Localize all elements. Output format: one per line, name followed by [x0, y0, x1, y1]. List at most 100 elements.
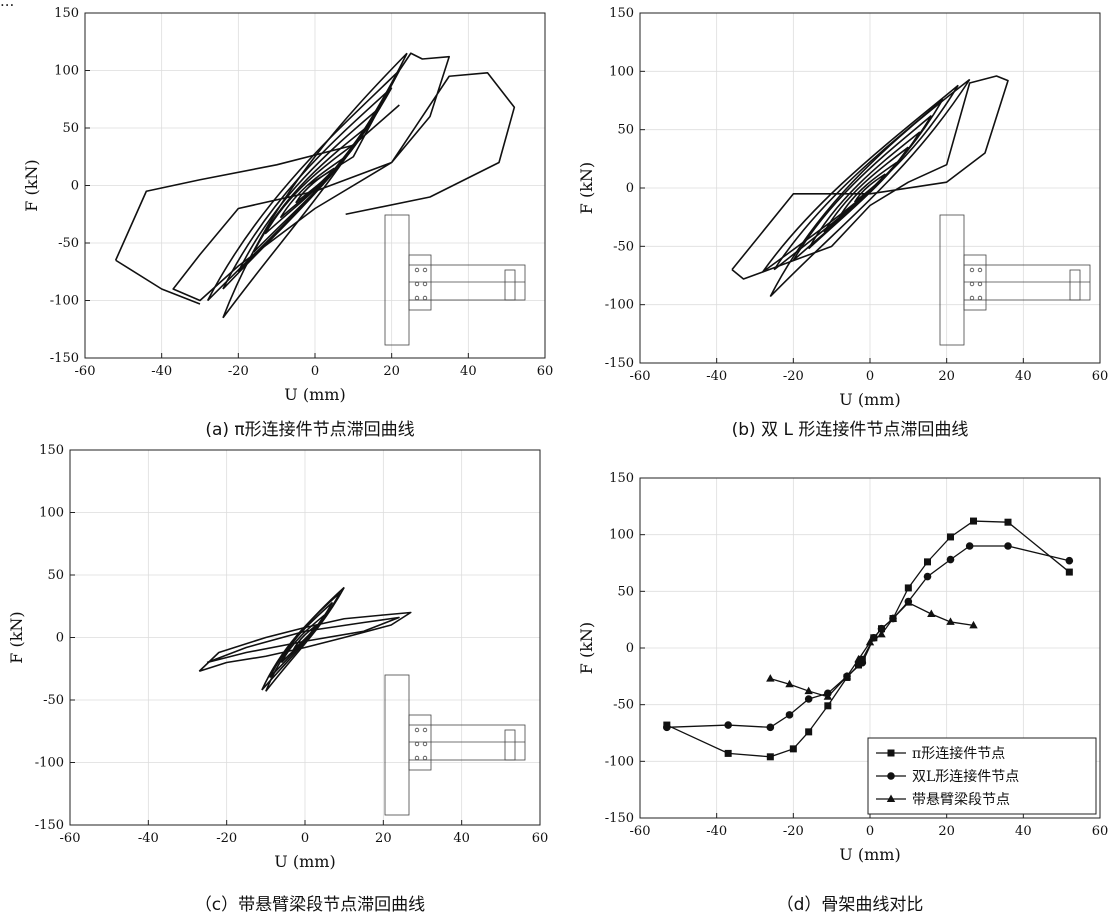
- y-tick-label-d: 100: [609, 528, 634, 543]
- connection-inset-drawing-c: [414, 727, 420, 733]
- caption-b: (b) 双 L 形连接件节点滞回曲线: [731, 420, 969, 440]
- data-point-series-0: [1065, 568, 1073, 576]
- connection-inset-drawing-c: [408, 714, 432, 771]
- connection-inset-drawing-b: [969, 295, 975, 301]
- legend-label-0: π形连接件节点: [912, 745, 1005, 762]
- hysteresis-curve-a: [114, 104, 400, 261]
- connection-inset-drawing-c: [384, 674, 410, 816]
- data-point-series-0: [924, 558, 931, 566]
- x-tick-label-c: 0: [301, 831, 309, 846]
- connection-inset-drawing-a: [414, 281, 420, 287]
- y-axis-label-c: F (kN): [7, 611, 26, 663]
- data-point-series-2: [904, 598, 913, 606]
- connection-inset-drawing-b: [977, 281, 983, 287]
- connection-inset-drawing-c: [414, 755, 420, 761]
- legend-label-2: 带悬臂梁段节点: [912, 792, 1010, 808]
- data-point-series-0: [947, 533, 954, 541]
- caption-c: （c）带悬臂梁段节点滞回曲线: [194, 895, 426, 915]
- hysteresis-loop-a: [252, 125, 370, 253]
- data-point-series-2: [969, 620, 978, 629]
- x-axis-label-a: U (mm): [284, 385, 345, 404]
- connection-inset-drawing-a: [422, 281, 428, 287]
- data-point-series-2: [888, 614, 898, 622]
- data-point-series-1: [965, 542, 974, 550]
- connection-inset-drawing-a: [384, 214, 410, 346]
- x-tick-label-a: 60: [537, 364, 554, 379]
- top-fragment-text: ...: [0, 0, 15, 10]
- x-tick-label-c: -40: [138, 831, 159, 846]
- data-point-series-0: [824, 702, 832, 710]
- x-tick-label-a: 40: [460, 364, 477, 379]
- y-tick-label-a: -100: [50, 294, 79, 309]
- data-point-series-0: [904, 584, 912, 592]
- data-point-series-1: [1004, 542, 1012, 550]
- data-point-series-0: [855, 661, 862, 669]
- hysteresis-curve-a: [115, 259, 201, 305]
- hysteresis-loop-b: [769, 78, 971, 298]
- y-tick-label-a: -150: [50, 351, 79, 366]
- y-tick-label-a: 0: [71, 179, 79, 194]
- series-line-2: [770, 601, 974, 698]
- y-tick-label-d: -100: [605, 754, 634, 769]
- x-tick-label-a: 20: [383, 364, 400, 379]
- connection-inset-drawing-b: [963, 254, 987, 311]
- data-point-series-2: [823, 692, 833, 700]
- connection-inset-drawing-a: [408, 254, 432, 311]
- y-tick-label-d: 50: [617, 584, 634, 599]
- y-tick-label-a: 100: [54, 64, 79, 79]
- y-tick-label-a: 50: [62, 121, 79, 136]
- hysteresis-loop-b: [773, 98, 944, 271]
- legend-marker-0: [887, 749, 895, 757]
- x-tick-label-d: -40: [706, 824, 727, 839]
- y-tick-label-c: 0: [56, 631, 64, 646]
- y-tick-label-b: -100: [605, 298, 634, 313]
- x-tick-label-a: 0: [311, 364, 319, 379]
- x-tick-label-b: -20: [783, 369, 804, 384]
- data-point-series-1: [1065, 556, 1074, 565]
- x-axis-label-b: U (mm): [839, 390, 900, 409]
- x-axis-label-d: U (mm): [839, 845, 900, 864]
- data-point-series-0: [1004, 518, 1012, 526]
- x-tick-label-c: 60: [532, 831, 549, 846]
- data-point-series-2: [785, 679, 794, 688]
- y-tick-label-b: -50: [613, 239, 634, 254]
- data-point-series-2: [946, 617, 955, 625]
- legend-label-1: 双L形连接件节点: [912, 768, 1019, 785]
- data-point-series-1: [663, 723, 671, 732]
- connection-inset-drawing-c: [422, 755, 428, 761]
- y-tick-label-b: 50: [617, 123, 634, 138]
- y-tick-label-c: 150: [39, 443, 64, 458]
- legend-marker-1: [887, 772, 895, 780]
- y-tick-label-c: -50: [43, 693, 64, 708]
- connection-inset-drawing-b: [977, 267, 983, 273]
- x-tick-label-b: -60: [630, 369, 651, 384]
- data-point-series-2: [842, 671, 852, 680]
- hysteresis-loop-b: [792, 115, 933, 261]
- data-point-series-2: [927, 609, 936, 617]
- series-line-1: [666, 545, 1070, 728]
- x-tick-label-c: 20: [375, 831, 392, 846]
- y-axis-label-b: F (kN): [577, 162, 596, 214]
- caption-d: （d）骨架曲线对比: [776, 895, 924, 915]
- x-tick-label-a: -40: [151, 364, 172, 379]
- connection-inset-drawing-a: [414, 295, 420, 301]
- x-tick-label-b: 20: [938, 369, 955, 384]
- hysteresis-curve-b: [731, 75, 1009, 280]
- connection-inset-drawing-c: [414, 741, 420, 747]
- y-tick-label-c: 50: [47, 568, 64, 583]
- y-tick-label-c: -100: [35, 756, 64, 771]
- y-tick-label-b: 0: [626, 181, 634, 196]
- connection-inset-drawing-a: [504, 269, 516, 301]
- y-tick-label-b: -150: [605, 356, 634, 371]
- x-tick-label-d: -20: [783, 824, 804, 839]
- x-tick-label-d: -60: [630, 824, 651, 839]
- data-point-series-2: [766, 674, 775, 682]
- x-tick-label-a: -20: [228, 364, 249, 379]
- y-tick-label-a: 150: [54, 6, 79, 21]
- y-tick-label-d: 150: [609, 471, 634, 486]
- data-point-series-2: [865, 637, 875, 646]
- hysteresis-curve-a: [172, 52, 516, 302]
- x-tick-label-a: -60: [75, 364, 96, 379]
